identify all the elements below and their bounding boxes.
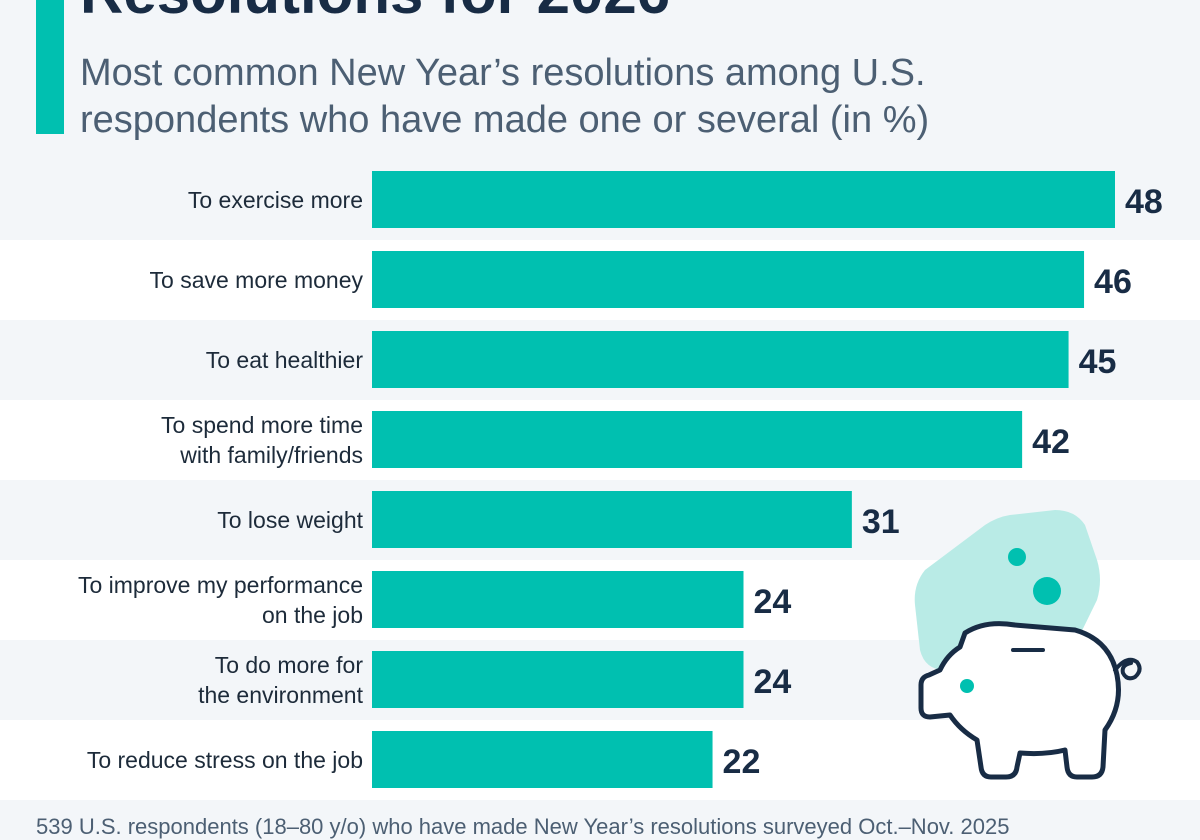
category-label: To eat healthier: [206, 347, 364, 373]
subtitle-line-2: respondents who have made one or several…: [80, 99, 930, 141]
data-label: 31: [862, 503, 900, 541]
data-label: 42: [1032, 423, 1070, 461]
coin-icon: [1008, 548, 1026, 566]
data-label: 24: [754, 663, 792, 701]
category-label: To exercise more: [188, 187, 363, 213]
category-label: To lose weight: [217, 507, 363, 533]
bar: [372, 331, 1069, 388]
data-label: 24: [754, 583, 792, 621]
bar: [372, 651, 744, 708]
category-label: the environment: [198, 682, 364, 708]
data-label: 46: [1094, 263, 1132, 301]
category-label: To improve my performance: [78, 572, 363, 598]
bar: [372, 251, 1085, 308]
coin-icon: [1033, 577, 1061, 605]
piggy-eye: [960, 679, 974, 693]
chart-title: Resolutions for 2026: [80, 0, 670, 26]
bar: [372, 411, 1023, 468]
category-label: To reduce stress on the job: [87, 747, 363, 773]
category-label: on the job: [262, 602, 363, 628]
category-label: To save more money: [150, 267, 364, 293]
bar: [372, 491, 852, 548]
category-label: with family/friends: [179, 442, 363, 468]
title-accent-bar: [36, 0, 64, 134]
data-label: 22: [723, 743, 761, 781]
data-label: 48: [1125, 183, 1163, 221]
subtitle-line-1: Most common New Year’s resolutions among…: [80, 52, 926, 94]
footnote: 539 U.S. respondents (18–80 y/o) who hav…: [36, 814, 1010, 839]
chart-subtitle: Most common New Year’s resolutions among…: [80, 50, 1080, 144]
category-label: To spend more time: [161, 412, 363, 438]
bar: [372, 571, 744, 628]
piggy-tail: [1113, 657, 1142, 681]
category-label: To do more for: [215, 652, 364, 678]
piggy-body: [918, 621, 1121, 780]
bar-chart: To exercise more 48 To save more money 46 To…: [0, 160, 1200, 800]
bar: [372, 731, 713, 788]
bar: [372, 171, 1115, 228]
data-label: 45: [1079, 343, 1117, 381]
piggy-bank-icon: [914, 510, 1142, 780]
